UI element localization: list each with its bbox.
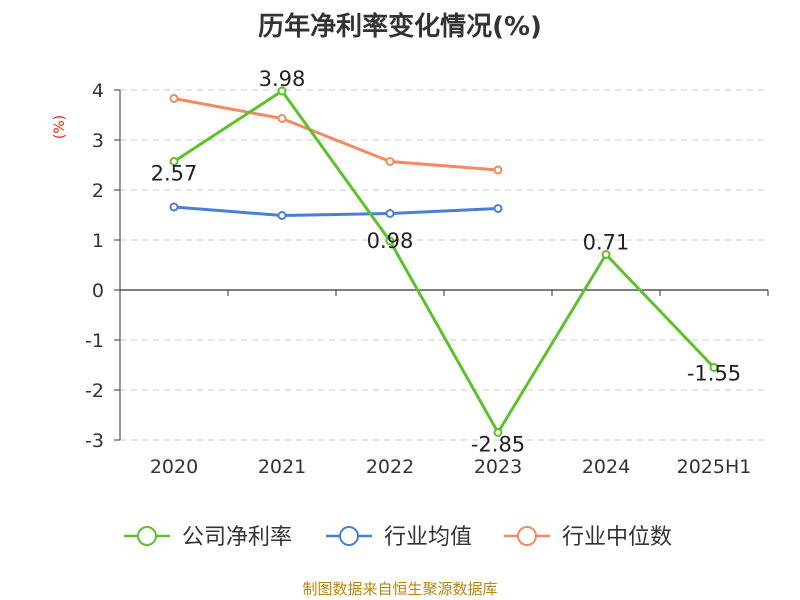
data-point [385,157,395,166]
data-label: -2.85 [471,433,525,457]
data-label: 3.98 [259,67,306,91]
legend-item: 公司净利率 [124,525,292,550]
data-point [169,202,179,212]
legend-swatch-marker [137,526,157,546]
legend-label: 行业均值 [384,525,472,550]
data-labels: 2.57 3.98 0.98 -2.85 0.71 -1.55 [151,67,742,457]
series-line [173,97,499,172]
data-label: -1.55 [687,362,741,386]
axes: 4 3 2 1 0 -1 -2 -3 2020 2021 2022 2023 2024 2025H1 (%) [52,80,769,478]
legend-item: 行业中位数 [504,525,672,550]
y-tick-label: 0 [92,280,104,302]
data-point [385,236,395,246]
data-point [277,86,287,96]
x-tick-label: 2023 [474,456,522,478]
legend: 公司净利率 行业均值 行业中位数 [124,525,672,550]
y-axis-label: (%) [52,115,68,139]
legend-label: 行业中位数 [562,525,672,550]
series-line [173,89,716,434]
x-tick-label: 2020 [150,456,198,478]
y-tick-label: -3 [85,430,104,452]
chart-title: 历年净利率变化情况(%) [258,12,542,42]
data-point [169,157,179,166]
x-tick-label: 2022 [366,456,414,478]
data-point [709,363,719,372]
grid-lines [120,89,768,441]
data-point [169,94,179,103]
x-tick-label: 2024 [582,456,630,478]
source-note: 制图数据来自恒生聚源数据库 [302,580,498,598]
data-point [277,114,287,123]
data-point [493,428,503,437]
data-point [493,204,503,213]
y-tick-label: -2 [85,380,104,402]
x-tick-label: 2025H1 [677,456,752,478]
data-point [385,209,395,218]
y-tick-label: 2 [92,180,104,202]
y-tick-label: 4 [92,80,104,102]
data-label: 2.57 [151,162,198,186]
data-label: 0.98 [367,229,414,253]
legend-swatch-marker [339,526,359,546]
legend-item: 行业均值 [326,525,472,550]
data-point [277,211,287,220]
series-line [173,205,499,217]
line-chart: 4 3 2 1 0 -1 -2 -3 2020 2021 2022 2023 2024 2025H1 (%)… [52,67,769,550]
data-point [493,165,503,175]
legend-label: 公司净利率 [182,525,292,550]
data-label: 0.71 [583,231,630,255]
data-point [601,250,611,259]
series-layer [169,86,719,437]
legend-swatch-marker [517,526,537,546]
x-tick-label: 2021 [258,456,306,478]
y-tick-label: -1 [85,330,104,352]
y-tick-label: 3 [92,130,104,152]
y-tick-label: 1 [92,230,104,252]
